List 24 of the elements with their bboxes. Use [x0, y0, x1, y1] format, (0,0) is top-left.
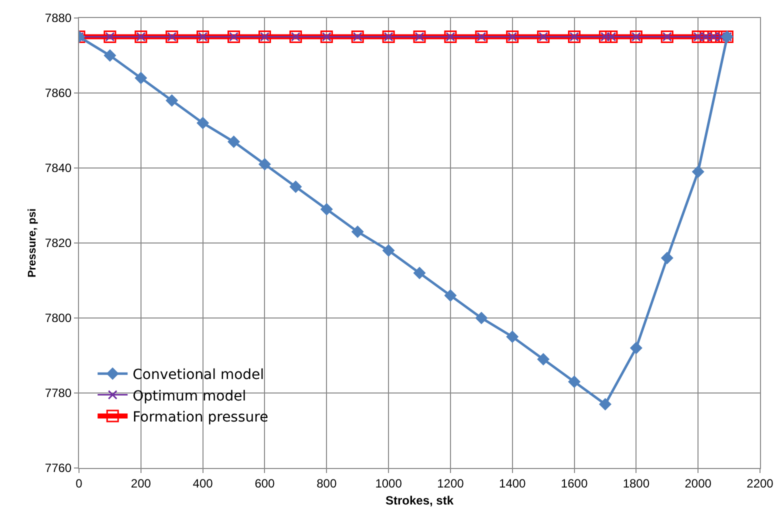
- x-tick-label: 2000: [684, 476, 712, 490]
- y-tick-label: 7840: [44, 161, 72, 176]
- x-tick-label: 1400: [499, 476, 526, 490]
- x-tick-label: 400: [192, 476, 214, 490]
- y-tick-label: 7780: [44, 386, 72, 400]
- x-axis-title: Strokes, stk: [385, 493, 454, 508]
- y-tick-label: 7860: [44, 86, 72, 100]
- x-tick-label: 800: [316, 476, 337, 490]
- x-tick-label: 1200: [437, 476, 464, 490]
- legend-label: Optimum model: [132, 388, 246, 404]
- y-tick-label: 7760: [44, 461, 72, 476]
- y-tick-label: 7880: [44, 11, 72, 26]
- y-tick-label: 7800: [44, 311, 72, 326]
- legend-label: Convetional model: [132, 367, 264, 384]
- x-tick-label: 200: [130, 476, 152, 490]
- y-tick-label: 7820: [44, 236, 72, 250]
- x-tick-label: 1600: [560, 476, 588, 490]
- x-tick-label: 2200: [746, 476, 774, 490]
- x-tick-label: 600: [254, 476, 276, 490]
- x-tick-label: 1000: [375, 476, 402, 490]
- x-tick-label: 1800: [622, 476, 650, 490]
- y-axis-title: Pressure, psi: [26, 208, 39, 278]
- legend-label: Formation pressure: [132, 409, 268, 426]
- x-tick-label: 0: [76, 476, 83, 490]
